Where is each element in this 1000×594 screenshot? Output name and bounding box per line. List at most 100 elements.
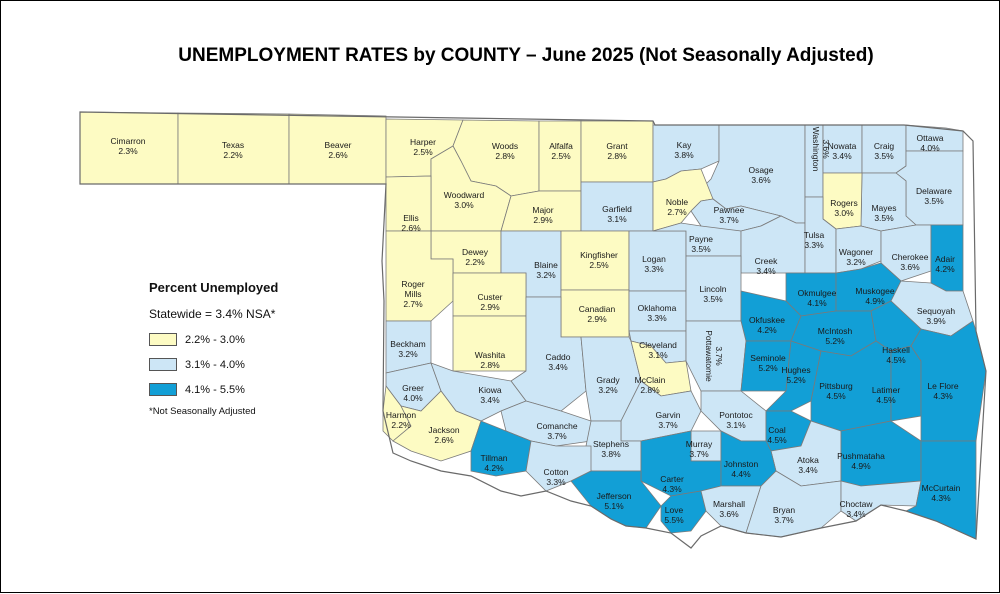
- county-rate-pottawatomie: 3.7%: [714, 346, 724, 366]
- county-rate-canadian: 2.9%: [587, 314, 607, 324]
- county-rate-dewey: 2.2%: [465, 257, 485, 267]
- county-rate-bryan: 3.7%: [774, 515, 794, 525]
- county-name-greer: Greer: [402, 383, 424, 393]
- county-name-washington: Washington: [811, 127, 821, 172]
- county-name-marshall: Marshall: [713, 499, 745, 509]
- county-name-tillman: Tillman: [480, 453, 507, 463]
- county-name-payne: Payne: [689, 234, 713, 244]
- county-name-wagoner: Wagoner: [839, 247, 873, 257]
- county-rate-latimer: 4.5%: [876, 395, 896, 405]
- county-rate-beckham: 3.2%: [398, 349, 418, 359]
- county-name-caddo: Caddo: [545, 352, 570, 362]
- county-rate-kingfisher: 2.5%: [589, 260, 609, 270]
- county-rate-caddo: 3.4%: [548, 362, 568, 372]
- legend: Percent Unemployed Statewide = 3.4% NSA*…: [149, 280, 278, 417]
- county-rate-haskell: 4.5%: [886, 355, 906, 365]
- county-name-lincoln: Lincoln: [700, 284, 727, 294]
- legend-title: Percent Unemployed: [149, 280, 279, 295]
- county-rate-logan: 3.3%: [644, 264, 664, 274]
- county-name-canadian: Canadian: [579, 304, 616, 314]
- county-name-mccurtain: McCurtain: [922, 483, 961, 493]
- county-name-grant: Grant: [606, 141, 628, 151]
- county-rate-cherokee: 3.6%: [900, 262, 920, 272]
- county-rate-payne: 3.5%: [691, 244, 711, 254]
- county-rate-delaware: 3.5%: [924, 196, 944, 206]
- county-name-grady: Grady: [596, 375, 620, 385]
- county-le-flore: [910, 320, 987, 442]
- county-rate-cotton: 3.3%: [546, 477, 566, 487]
- legend-bin-high-label: 4.1% - 5.5%: [185, 383, 245, 396]
- county-rate-comanche: 3.7%: [547, 431, 567, 441]
- county-name-harmon: Harmon: [386, 410, 417, 420]
- county-name-roger-mills: Roger Mills: [401, 279, 424, 299]
- county-rate-okfuskee: 4.2%: [757, 325, 777, 335]
- county-rate-blaine: 3.2%: [536, 270, 556, 280]
- county-rate-okmulgee: 4.1%: [807, 298, 827, 308]
- county-name-blaine: Blaine: [534, 260, 558, 270]
- county-name-cherokee: Cherokee: [892, 252, 929, 262]
- county-rate-craig: 3.5%: [874, 151, 894, 161]
- county-name-muskogee: Muskogee: [855, 286, 894, 296]
- county-rate-rogers: 3.0%: [834, 208, 854, 218]
- county-rate-osage: 3.6%: [751, 175, 771, 185]
- county-rate-lincoln: 3.5%: [703, 294, 723, 304]
- county-rate-mayes: 3.5%: [874, 213, 894, 223]
- county-name-woods: Woods: [492, 141, 518, 151]
- county-name-pontotoc: Pontotoc: [719, 410, 753, 420]
- county-rate-kay: 3.8%: [674, 150, 694, 160]
- county-name-alfalfa: Alfalfa: [549, 141, 573, 151]
- county-name-okmulgee: Okmulgee: [798, 288, 837, 298]
- county-rate-hughes: 5.2%: [786, 375, 806, 385]
- county-name-pawnee: Pawnee: [714, 205, 745, 215]
- county-rate-love: 5.5%: [664, 515, 684, 525]
- county-name-jackson: Jackson: [428, 425, 459, 435]
- county-rate-marshall: 3.6%: [719, 509, 739, 519]
- county-name-kiowa: Kiowa: [478, 385, 501, 395]
- state-outline: [79, 111, 987, 549]
- county-rate-oklahoma: 3.3%: [647, 313, 667, 323]
- county-name-le-flore: Le Flore: [927, 381, 958, 391]
- county-name-dewey: Dewey: [462, 247, 489, 257]
- legend-statewide: Statewide = 3.4% NSA*: [149, 307, 276, 321]
- legend-bin-mid-label: 3.1% - 4.0%: [185, 358, 245, 371]
- county-rate-tillman: 4.2%: [484, 463, 504, 473]
- county-name-jefferson: Jefferson: [597, 491, 632, 501]
- legend-bin-low: 2.2% - 3.0%: [149, 333, 278, 346]
- county-rate-mcintosh: 5.2%: [825, 336, 845, 346]
- county-choctaw: [840, 480, 922, 522]
- county-name-sequoyah: Sequoyah: [917, 306, 956, 316]
- county-name-beaver: Beaver: [325, 140, 352, 150]
- county-name-seminole: Seminole: [750, 353, 786, 363]
- county-rate-creek: 3.4%: [756, 266, 776, 276]
- county-name-woodward: Woodward: [444, 190, 485, 200]
- county-name-nowata: Nowata: [828, 141, 857, 151]
- county-name-adair: Adair: [935, 254, 955, 264]
- county-name-kay: Kay: [677, 140, 692, 150]
- county-rate-garfield: 3.1%: [607, 214, 627, 224]
- county-rate-atoka: 3.4%: [798, 465, 818, 475]
- county-rate-major: 2.9%: [533, 215, 553, 225]
- county-rate-washington: 3.6%: [821, 139, 831, 159]
- county-rate-woodward: 3.0%: [454, 200, 474, 210]
- county-rate-tulsa: 3.3%: [804, 240, 824, 250]
- county-name-ottawa: Ottawa: [917, 133, 944, 143]
- county-rate-greer: 4.0%: [403, 393, 423, 403]
- county-rate-cleveland: 3.1%: [648, 350, 668, 360]
- county-rate-custer: 2.9%: [480, 302, 500, 312]
- county-name-okfuskee: Okfuskee: [749, 315, 785, 325]
- map-title: UNEMPLOYMENT RATES by COUNTY – June 2025…: [178, 45, 874, 66]
- county-name-bryan: Bryan: [773, 505, 795, 515]
- county-name-ellis: Ellis: [403, 213, 419, 223]
- county-name-stephens: Stephens: [593, 439, 629, 449]
- county-rate-alfalfa: 2.5%: [551, 151, 571, 161]
- county-name-mcclain: McClain: [635, 375, 666, 385]
- county-rate-wagoner: 3.2%: [846, 257, 866, 267]
- county-rate-jefferson: 5.1%: [604, 501, 624, 511]
- county-rate-harmon: 2.2%: [391, 420, 411, 430]
- county-rate-muskogee: 4.9%: [865, 296, 885, 306]
- county-name-carter: Carter: [660, 474, 684, 484]
- county-rate-nowata: 3.4%: [832, 151, 852, 161]
- county-name-delaware: Delaware: [916, 186, 952, 196]
- county-rate-sequoyah: 3.9%: [926, 316, 946, 326]
